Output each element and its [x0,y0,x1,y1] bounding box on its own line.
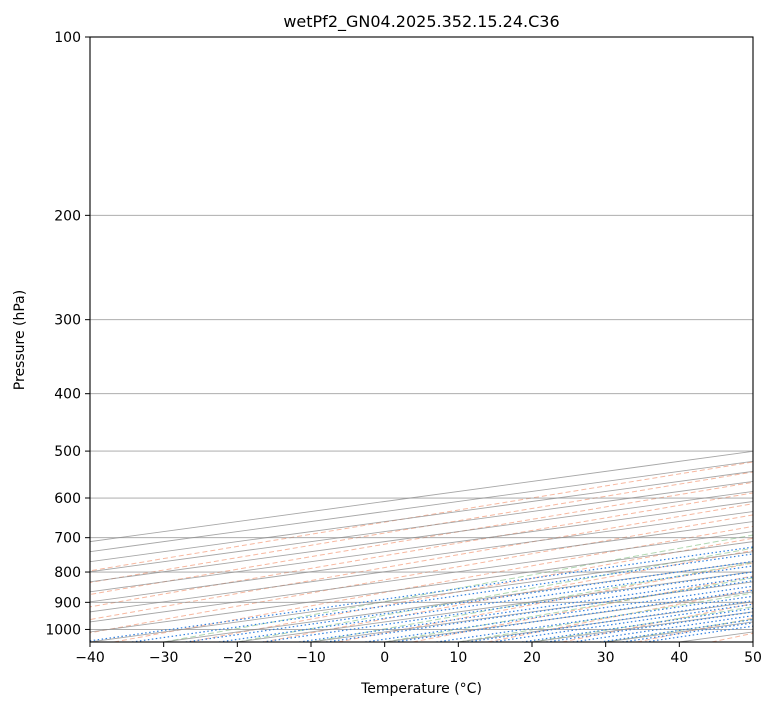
isotherm-line [90,511,753,603]
isotherm-line [90,521,753,613]
isotherm-line [752,641,753,642]
isotherm-line [90,460,753,553]
dry-adiabat-line [90,492,753,608]
x-tick-label: 50 [744,650,762,666]
moist-adiabat-line [531,606,753,642]
isotherm-line [679,631,753,642]
x-tick-label: 10 [449,650,467,666]
mixing-ratio-line [546,611,753,642]
moist-adiabat-line [605,618,753,642]
x-tick-label: −10 [296,650,326,666]
isotherm-line [90,531,753,623]
dry-adiabat-line [114,525,753,642]
y-tick-label: 700 [54,531,81,547]
y-tick-label: 400 [54,387,81,403]
mixing-ratio-line [522,607,753,642]
isotherm-line [90,470,753,563]
mixing-ratio-line [467,600,753,642]
moist-adiabat-line [384,577,753,642]
y-tick-label: 900 [54,595,81,611]
isotherm-line [90,450,753,543]
moist-adiabat-line [237,547,753,642]
y-tick-label: 200 [54,208,81,224]
x-tick-label: 20 [523,650,541,666]
isotherm-line [310,581,753,642]
y-tick-label: 100 [54,30,81,46]
x-tick-label: −20 [223,650,253,666]
moist-adiabat-line [310,561,753,642]
x-tick-label: 30 [597,650,615,666]
mixing-ratio-line [394,589,753,642]
dry-adiabat-line [188,537,753,642]
dry-adiabat-line [90,481,753,595]
x-tick-label: 0 [380,650,389,666]
isotherm-line [237,571,753,642]
dry-adiabat-line [487,588,753,642]
dry-adiabat-line [263,549,753,642]
isotherm-line [90,480,753,573]
y-tick-label: 500 [54,444,81,460]
isotherm-line [605,621,753,642]
x-tick-label: −30 [149,650,179,666]
mixing-ratio-line [436,595,753,642]
moist-adiabat-line [163,534,753,642]
isotherm-line [384,591,753,642]
dry-adiabat-line [338,562,753,642]
y-tick-label: 1000 [45,622,81,638]
dry-adiabat-line [562,603,753,642]
x-axis-label: Temperature (°C) [360,681,482,697]
isotherm-line [531,611,753,642]
x-tick-label: −40 [75,650,105,666]
isotherm-line [90,491,753,583]
plot-frame [89,36,754,643]
y-tick-label: 600 [54,491,81,507]
mixing-ratio-line [131,553,753,642]
axis-ticks: −40 −30 −20 −10 0 10 20 30 40 50 1000 900 800 700 600 5… [45,30,762,666]
y-tick-label: 300 [54,313,81,329]
moist-adiabat-line [458,592,753,642]
y-tick-label: 800 [54,565,81,581]
x-tick-label: 40 [670,650,688,666]
chart-title: wetPf2_GN04.2025.352.15.24.C36 [283,12,559,32]
isotherm-line [90,551,753,642]
mixing-ratio-line [365,585,753,642]
y-axis-label: Pressure (hPa) [12,290,28,390]
background-lines [90,37,753,642]
dry-adiabat-line [90,461,753,572]
dry-adiabat-line [711,632,753,642]
isotherm-line [90,501,753,593]
dry-adiabat-line [636,617,753,642]
dry-adiabat-line [90,514,753,634]
